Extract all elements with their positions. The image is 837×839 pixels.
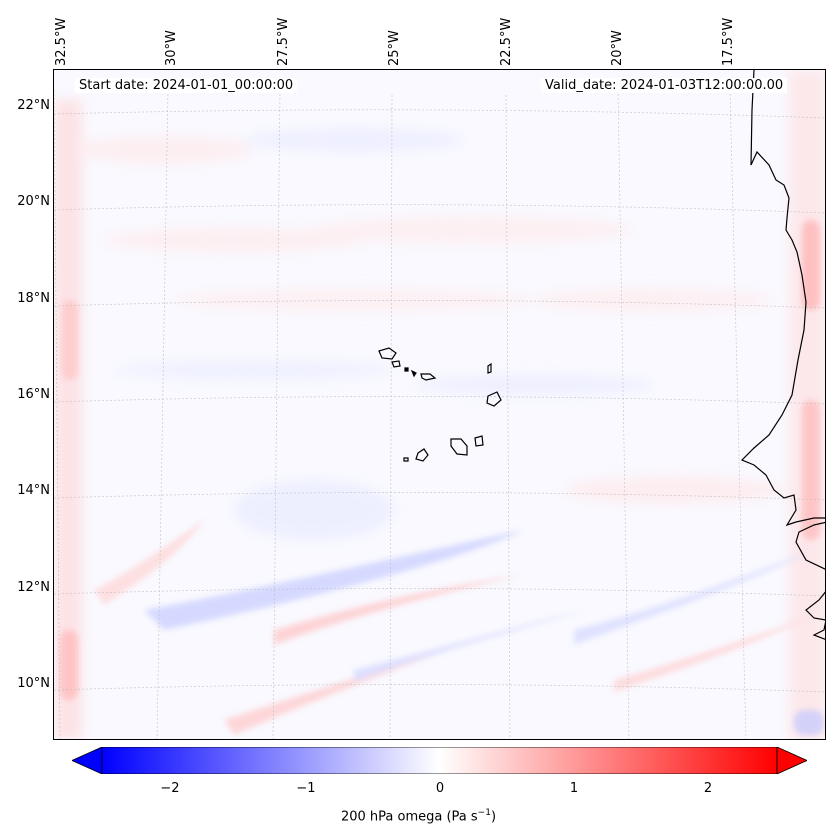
colorbar-label: 200 hPa omega (Pa s−1) (0, 808, 837, 824)
africa-coastline (740, 70, 825, 640)
lon-tick-label: 17.5°W (721, 17, 736, 66)
lat-tick-label: 14°N (17, 483, 50, 498)
map-panel[interactable] (53, 69, 826, 740)
colorbar-label-main: 200 hPa omega (Pa s (340, 809, 478, 825)
gridlines (54, 89, 825, 739)
lat-tick-label: 20°N (17, 194, 50, 209)
start-date-label: Start date: 2024-01-01_00:00:00 (75, 78, 298, 93)
colorbar-label-exponent: −1 (477, 808, 491, 818)
lon-tick-label: 27.5°W (276, 17, 291, 66)
lat-tick-label: 18°N (17, 291, 50, 306)
colorbar-body (101, 747, 778, 774)
lon-tick-label: 20°W (610, 30, 625, 66)
lon-tick-label: 25°W (387, 30, 402, 66)
lat-tick-label: 10°N (17, 676, 50, 691)
valid-date-label: Valid_date: 2024-01-03T12:00:00.00 (541, 78, 788, 93)
lon-tick-label: 32.5°W (54, 17, 69, 66)
lon-tick-label: 22.5°W (499, 17, 514, 66)
colorbar-label-end: ) (490, 809, 497, 825)
colorbar (72, 747, 807, 774)
lon-tick-label: 30°W (164, 30, 179, 66)
lat-tick-label: 16°N (17, 387, 50, 402)
colorbar-tick: −1 (296, 781, 316, 796)
cape-verde-islands (378, 347, 502, 462)
map-canvas (54, 70, 825, 739)
colorbar-extend-low (72, 747, 103, 774)
colorbar-extend-high (776, 747, 807, 774)
colorbar-tick: 0 (435, 781, 445, 796)
colorbar-tick: 1 (569, 781, 579, 796)
lat-tick-label: 22°N (17, 98, 50, 113)
colorbar-tick: 2 (703, 781, 713, 796)
omega-field (54, 70, 825, 739)
colorbar-tick: −2 (160, 781, 180, 796)
lat-tick-label: 12°N (17, 580, 50, 595)
